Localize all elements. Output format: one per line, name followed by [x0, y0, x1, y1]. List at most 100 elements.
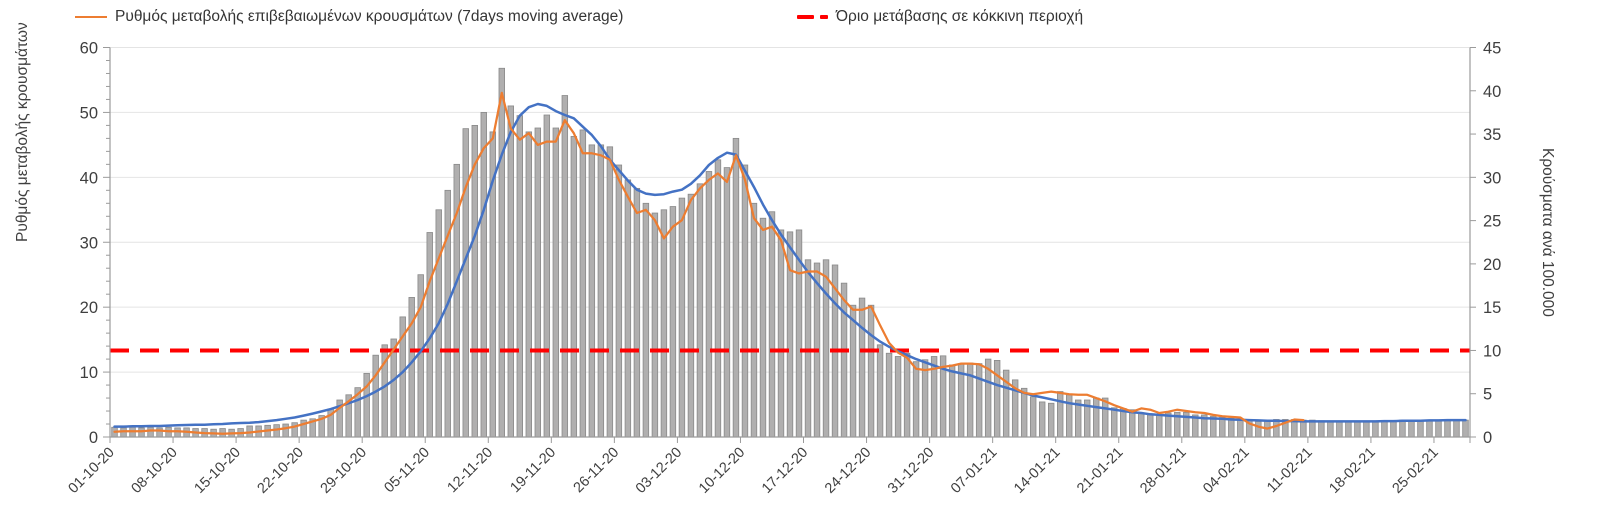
moving-average-line — [113, 91, 1305, 435]
x-axis-tick-label: 31-12-20 — [885, 445, 937, 497]
bar — [714, 159, 722, 438]
bar — [1255, 421, 1262, 438]
bar — [1345, 421, 1352, 438]
x-axis-tick-label: 24-12-20 — [822, 445, 874, 497]
bar — [1038, 401, 1046, 438]
bar — [750, 202, 758, 438]
bar — [1102, 397, 1109, 438]
bar — [912, 361, 920, 438]
bar — [1147, 414, 1154, 438]
bar — [1390, 420, 1397, 438]
bar — [1318, 420, 1325, 438]
right-axis-tick-label: 35 — [1483, 126, 1501, 144]
bar — [768, 211, 776, 438]
right-axis-ticks — [1470, 47, 1476, 438]
bars — [111, 67, 1469, 438]
left-axis-tick-label: 20 — [80, 299, 98, 317]
x-axis-tick-label: 03-12-20 — [633, 445, 685, 497]
x-axis-tick-label: 22-10-20 — [255, 445, 307, 497]
x-axis-tick-label: 07-01-21 — [948, 445, 1000, 497]
bar — [1237, 418, 1244, 438]
bar — [138, 427, 145, 438]
x-axis-tick-label: 08-10-20 — [128, 445, 180, 497]
bar — [723, 167, 731, 438]
bar — [1093, 397, 1100, 438]
bar — [777, 229, 785, 438]
bar — [597, 144, 605, 438]
x-axis-tick-label: 21-01-21 — [1074, 445, 1126, 497]
x-axis-tick-label: 17-12-20 — [759, 445, 811, 497]
bar — [975, 363, 983, 438]
bar — [462, 128, 469, 438]
bar — [804, 259, 812, 438]
x-axis-tick-label: 25-02-21 — [1389, 445, 1441, 497]
bar — [633, 187, 641, 438]
right-axis-tick-label: 45 — [1483, 40, 1501, 58]
bar — [894, 356, 902, 438]
x-axis-tick-label: 29-10-20 — [318, 445, 370, 497]
bar — [156, 427, 163, 438]
bar — [1354, 421, 1361, 438]
x-axis-tick-label: 04-02-21 — [1200, 445, 1252, 497]
bar — [606, 146, 614, 438]
bar — [543, 114, 551, 438]
x-axis: 01-10-20 08-10-20 15-10-20 22-10-20 29-10-20… — [65, 437, 1471, 497]
bar — [147, 426, 154, 438]
bar — [651, 212, 659, 438]
gridlines — [110, 47, 1470, 373]
bar — [570, 136, 578, 438]
bar — [1047, 402, 1055, 438]
bar — [561, 95, 569, 438]
left-axis-tick-label: 0 — [89, 429, 98, 447]
bar — [1363, 421, 1370, 438]
bar — [1300, 419, 1307, 438]
legend-label-moving-average: Ρυθμός μεταβολής επιβεβαιωμένων κρουσμάτ… — [115, 8, 624, 25]
x-axis-tick-label: 10-12-20 — [696, 445, 748, 497]
bar — [1020, 387, 1028, 438]
bar — [1057, 391, 1064, 438]
left-axis-tick-label: 10 — [80, 364, 98, 382]
bar — [480, 112, 487, 438]
bar — [1219, 417, 1226, 438]
bar — [282, 423, 289, 438]
bar — [1327, 421, 1334, 438]
bar — [1156, 414, 1163, 438]
bar — [993, 359, 1001, 438]
bar — [1399, 419, 1406, 438]
trend-line — [113, 102, 1467, 428]
bar — [1462, 419, 1469, 438]
x-axis-tick-label: 05-11-20 — [381, 445, 433, 497]
bar — [507, 105, 514, 438]
bar — [1029, 396, 1037, 438]
right-axis-tick-label: 40 — [1483, 83, 1501, 101]
bar — [1408, 419, 1415, 438]
bar — [867, 304, 875, 438]
bar — [1435, 419, 1442, 438]
right-axis-labels: 0 5 10 15 20 25 30 35 40 45 — [1483, 40, 1501, 448]
bar — [615, 164, 623, 438]
bar — [1417, 419, 1424, 438]
bar — [588, 144, 596, 438]
left-axis-tick-label: 40 — [80, 169, 98, 187]
bar — [516, 115, 523, 438]
bar — [579, 129, 587, 438]
bar — [885, 352, 893, 438]
bar — [732, 137, 740, 438]
bar — [903, 352, 911, 438]
legend-item-threshold: Όριο μετάβασης σε κόκκινη περιοχή — [797, 2, 1083, 32]
left-axis-ticks — [103, 47, 110, 438]
bar — [1381, 421, 1388, 438]
left-axis-tick-label: 30 — [80, 234, 98, 252]
orange-line-swatch-icon — [75, 16, 107, 18]
legend: Ρυθμός μεταβολής επιβεβαιωμένων κρουσμάτ… — [0, 0, 1600, 34]
right-axis-tick-label: 20 — [1483, 256, 1501, 274]
bar — [759, 217, 767, 438]
bar — [1120, 408, 1127, 438]
bar — [1444, 419, 1451, 438]
bar — [849, 304, 857, 438]
bar — [498, 67, 505, 438]
x-axis-tick-label: 19-11-20 — [508, 445, 560, 497]
bar — [552, 127, 560, 438]
